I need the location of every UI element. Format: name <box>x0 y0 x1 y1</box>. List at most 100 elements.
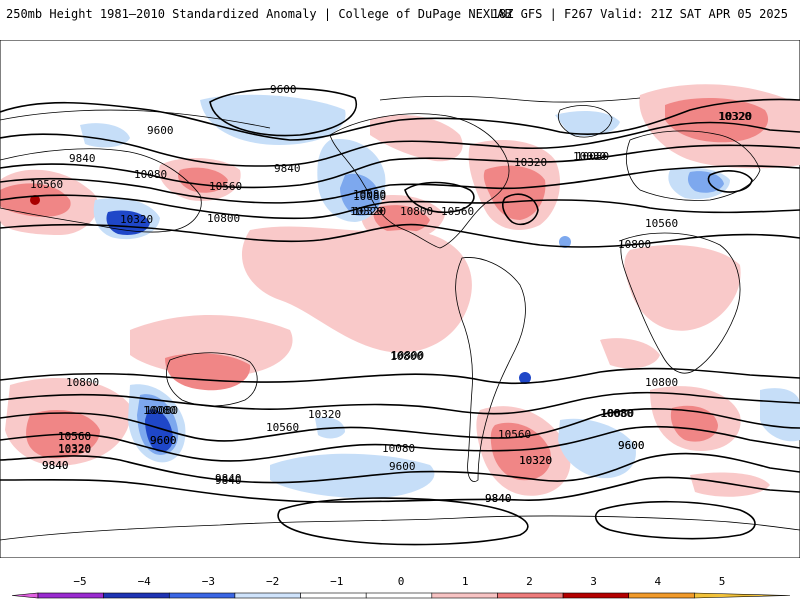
colorbar-svg: −5 −4 −3 −2 −1 0 1 2 3 4 5 <box>11 575 791 599</box>
contour-line <box>0 223 800 248</box>
contour-label: 10560 <box>58 430 91 443</box>
contour-line <box>707 170 753 193</box>
contour-label: 10080 <box>143 404 176 417</box>
contour-label: 9840 <box>274 162 301 175</box>
contour-label: 9600 <box>618 439 645 452</box>
contour-label: 9600 <box>618 439 645 452</box>
contour-line <box>0 391 800 415</box>
contour-label: 9840 <box>69 152 96 165</box>
contour-label: 10800 <box>645 376 678 389</box>
contour-label: 9840 <box>42 459 69 472</box>
africa-outline <box>620 232 741 374</box>
contour-label: 10560 <box>498 428 531 441</box>
contour-label: 10320 <box>514 156 547 169</box>
colorbar-tick-label: 3 <box>590 575 597 588</box>
colorbar-segment <box>365 592 433 599</box>
colorbar-segment <box>562 592 630 599</box>
contour-line <box>0 408 800 442</box>
contour-label: 9840 <box>215 472 242 485</box>
contour-label: 10320 <box>308 408 341 421</box>
colorbar-tick-label: −1 <box>330 575 343 588</box>
map-panel: 9600 9600 9840 9840 10080 10560 10320 10… <box>0 40 800 558</box>
colorbar-tick-labels: −5 −4 −3 −2 −1 0 1 2 3 4 5 <box>73 575 725 588</box>
colorbar-tick-label: 0 <box>398 575 405 588</box>
antarctica-outline <box>0 515 800 541</box>
colorbar-segment <box>300 592 367 599</box>
contour-line <box>0 425 800 462</box>
contour-line <box>0 121 800 167</box>
contour-line <box>594 500 756 540</box>
model-valid-time: 18Z GFS | F267 Valid: 21Z SAT APR 05 202… <box>491 7 788 21</box>
contour-label: 10560 <box>645 217 678 230</box>
contour-line <box>0 194 800 220</box>
anomaly-positive-region <box>370 115 463 162</box>
contour-line <box>404 181 475 214</box>
asia-outline <box>0 148 202 233</box>
contour-label: 9600 <box>150 434 177 447</box>
height-contours <box>0 87 800 546</box>
map-title: 250mb Height 1981–2010 Standardized Anom… <box>6 7 512 21</box>
colorbar-tick-label: 5 <box>719 575 726 588</box>
anomaly-positive-region <box>483 165 546 220</box>
colorbar-segment <box>628 592 695 599</box>
colorbar-tick-label: 4 <box>654 575 661 588</box>
contour-label: 10560 <box>209 180 242 193</box>
colorbar-segment <box>234 592 301 599</box>
contour-label: 10320 <box>718 110 751 123</box>
colorbar-tick-label: −4 <box>138 575 152 588</box>
europe-outline <box>626 130 761 201</box>
colorbar-segments <box>11 592 791 599</box>
colorbar-segment <box>11 592 39 599</box>
anomaly-positive-region <box>600 338 660 369</box>
colorbar-segment <box>37 592 104 599</box>
contour-label: 10560 <box>266 421 299 434</box>
anomaly-positive-region <box>624 245 741 331</box>
arctic-coast <box>379 95 641 103</box>
south-america-outline <box>455 257 526 482</box>
contour-label: 10800 <box>391 349 424 362</box>
contour-label: 10560 <box>30 178 63 191</box>
contour-label: 9600 <box>147 124 174 137</box>
map-svg: 9600 9600 9840 9840 10080 10560 10320 10… <box>0 40 800 558</box>
contour-labels: 9600 9600 9840 9840 10080 10560 10320 10… <box>30 83 752 505</box>
contour-label: 10080 <box>134 168 167 181</box>
contour-label: 10320 <box>519 454 552 467</box>
contour-label: 10080 <box>353 190 386 203</box>
contour-label: 10560 <box>441 205 474 218</box>
colorbar-segment <box>103 592 170 599</box>
contour-label: 9840 <box>42 459 69 472</box>
colorbar-tick-label: −2 <box>266 575 279 588</box>
colorbar-tick-label: −3 <box>202 575 215 588</box>
contour-label: 10080 <box>576 150 609 163</box>
contour-label: 10320 <box>519 454 552 467</box>
contour-label: 10800 <box>390 350 423 363</box>
contour-label: 10800 <box>400 205 433 218</box>
contour-label: 10560 <box>58 430 91 443</box>
anomaly-negative-region <box>200 94 346 145</box>
contour-label: 10080 <box>601 407 634 420</box>
contour-label: 10320 <box>353 205 386 218</box>
anomaly-positive-region <box>670 405 718 442</box>
contour-label: 9600 <box>389 460 416 473</box>
contour-line <box>0 144 800 189</box>
contour-label: 10800 <box>618 238 651 251</box>
contour-label: 10080 <box>353 188 386 201</box>
anomaly-negative-region <box>145 409 173 452</box>
header: 250mb Height 1981–2010 Standardized Anom… <box>0 0 800 34</box>
colorbar-tick-label: 2 <box>526 575 533 588</box>
contour-label: 10800 <box>207 212 240 225</box>
contour-label: 10320 <box>120 213 153 226</box>
negative-anomaly-shading <box>80 94 800 499</box>
contour-line <box>0 98 800 141</box>
contour-label: 10320 <box>58 443 91 456</box>
anomaly-max-region <box>30 195 40 205</box>
anomaly-negative-region <box>558 418 636 479</box>
contour-line <box>0 452 800 484</box>
anomaly-negative-spot <box>559 236 571 248</box>
contour-line <box>502 193 539 226</box>
contour-label: 10320 <box>719 110 752 123</box>
anomaly-negative-region <box>555 110 620 137</box>
anomaly-negative-spot <box>519 372 531 384</box>
contour-label: 10080 <box>600 407 633 420</box>
contour-line <box>209 87 358 137</box>
